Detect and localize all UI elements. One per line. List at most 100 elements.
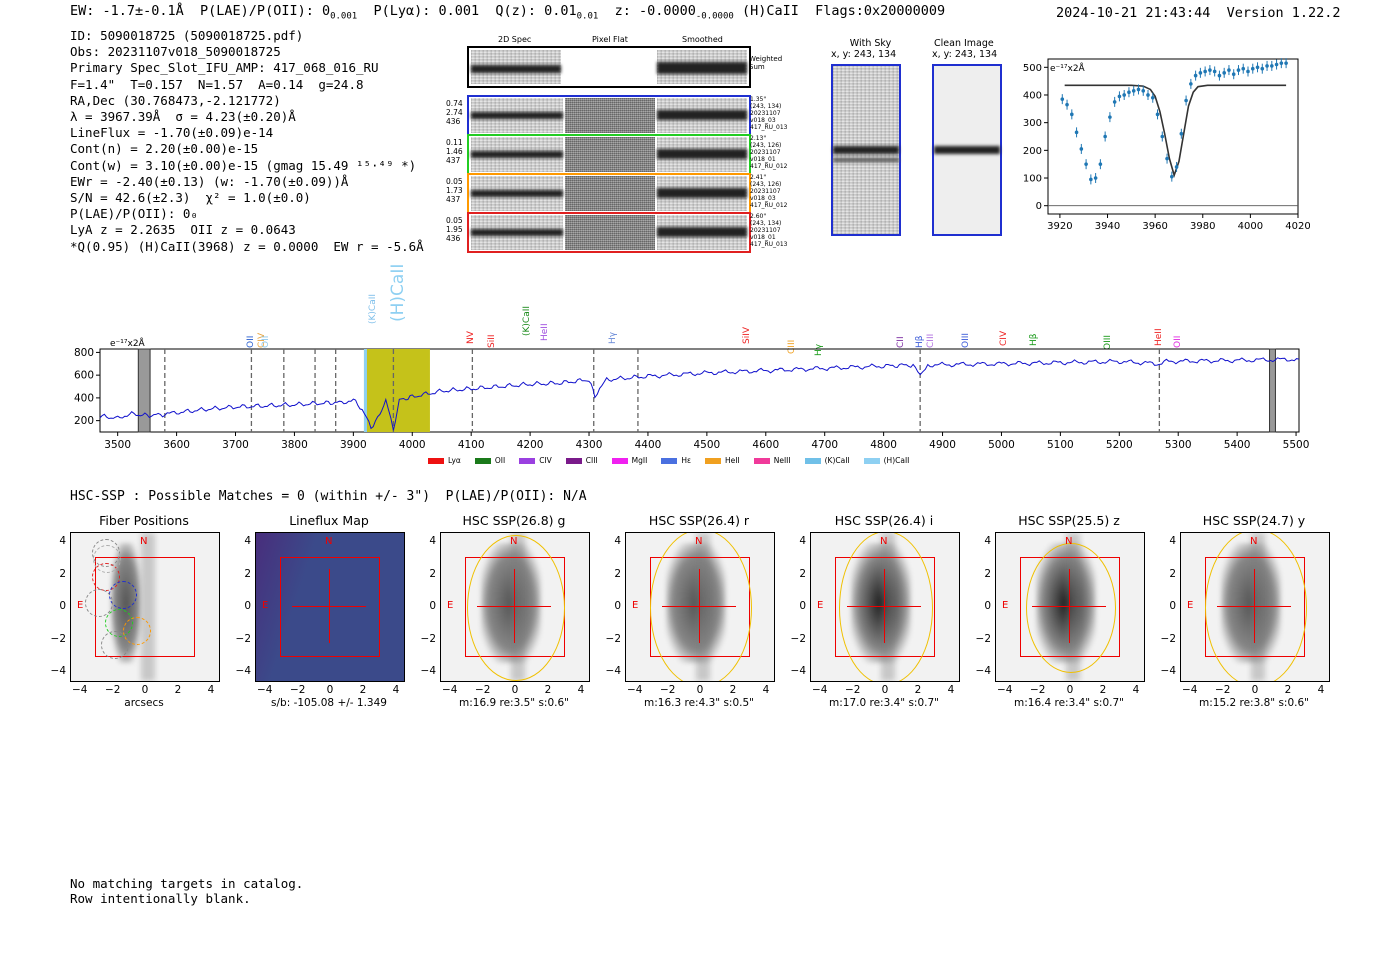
hsc-x-tick: −4 (1182, 684, 1198, 696)
weighted-2d-spec (471, 50, 561, 84)
hsc-y-tick: 4 (429, 535, 436, 547)
cutout-left-stats: 0.05 1.73 437 (446, 177, 463, 204)
clean-image-coords: x, y: 243, 134 (932, 49, 998, 60)
legend-swatch (804, 458, 821, 464)
hsc-panel-xlabel: m:16.4 re:3.4" s:0.7" (1014, 697, 1124, 709)
legend-item: NeIII (753, 456, 791, 465)
info-sn: S/N = 42.6(±2.3) χ² = 1.0(±0.0) (70, 190, 311, 206)
legend-swatch (863, 458, 880, 464)
east-label: E (632, 600, 639, 611)
cutout-stat: 2.74 (446, 108, 463, 117)
hsc-y-tick: 4 (244, 535, 251, 547)
hsc-y-tick: −4 (235, 665, 251, 677)
hsc-x-tick: 4 (1132, 684, 1140, 696)
legend-label: OII (494, 456, 506, 465)
hsc-y-tick: 0 (1169, 600, 1176, 612)
hsc-x-tick: −4 (997, 684, 1013, 696)
hsc-y-tick: 2 (59, 567, 66, 580)
hsc-x-tick: 4 (1317, 684, 1325, 696)
hsc-x-tick: −4 (257, 684, 273, 696)
legend-item: CIII (565, 456, 598, 465)
east-label: E (447, 600, 454, 611)
hsc-panel-image (995, 532, 1145, 682)
hsc-summary: HSC-SSP : Possible Matches = 0 (within +… (70, 489, 587, 504)
footer-row-blank: Row intentionally blank. (70, 891, 251, 906)
header-timestamp-version: 2024-10-21 21:43:44 Version 1.22.2 (1056, 5, 1341, 21)
hsc-y-tick: −4 (1160, 665, 1176, 677)
hsc-y-tick: 0 (614, 600, 621, 612)
zoom-data-point (1270, 60, 1274, 71)
zoom-data-point (1179, 128, 1184, 139)
zoom-data-point (1065, 99, 1069, 110)
info-fiber-params: F=1.4" T=0.157 N=1.57 A=0.14 g=24.8 (70, 76, 364, 92)
zoom-x-tick: 4000 (1238, 221, 1263, 232)
north-label: N (325, 536, 333, 547)
hsc-y-tick: 2 (429, 567, 436, 580)
hsc-panel-xlabel: m:16.3 re:4.3" s:0.5" (644, 697, 754, 709)
line-label: (H)CaII (388, 263, 409, 322)
cutout-meta: 2.60" (750, 213, 767, 220)
cutout-stat: 1.46 (446, 147, 463, 156)
hsc-panel-image (625, 532, 775, 682)
hsc-x-tick: 4 (577, 684, 585, 696)
spectrum-x-tick: 3600 (163, 439, 190, 451)
spectrum-x-tick: 5200 (1106, 439, 1133, 451)
cutout-left-stats: 0.05 1.95 436 (446, 216, 463, 243)
hsc-y-tick: 0 (244, 600, 251, 612)
cutout-meta: 417_RU_012 (750, 163, 788, 170)
legend-item: (H)CaII (863, 456, 909, 465)
zoom-data-point (1241, 63, 1246, 74)
north-label: N (880, 536, 888, 547)
spectrum-y-tick: 600 (74, 370, 94, 382)
hsc-panel-title: HSC SSP(26.4) r (648, 513, 750, 528)
hsc-y-tick: 2 (799, 567, 806, 580)
footer: No matching targets in catalog. Row inte… (70, 876, 303, 906)
zoom-data-point (1284, 58, 1288, 69)
hsc-x-tick: 0 (326, 684, 334, 696)
east-label: E (1187, 600, 1194, 611)
hsc-panel-xlabel: m:17.0 re:3.4" s:0.7" (829, 697, 939, 709)
hsc-panel-image (810, 532, 960, 682)
cutout-stat: 0.74 (446, 99, 463, 108)
hsc-y-tick: 4 (1169, 535, 1176, 547)
spectrum-x-tick: 3500 (104, 439, 131, 451)
hsc-x-tick: −2 (845, 684, 861, 696)
hsc-x-tick: 4 (207, 684, 215, 696)
zoom-data-point (1098, 159, 1103, 170)
zoom-x-tick: 3980 (1190, 221, 1215, 232)
cutout-meta: 417_RU_012 (750, 202, 788, 209)
cutout-pixel-flat (565, 176, 655, 211)
hsc-x-tick: −2 (290, 684, 306, 696)
hsc-y-tick: 0 (984, 600, 991, 612)
spectrum-y-tick: 800 (74, 347, 94, 359)
cutout-2d-spec (471, 176, 563, 211)
header-summary: EW: -1.7±-0.1Å P(LAE)/P(OII): 00.001 P(L… (70, 3, 946, 22)
zoom-data-point (1155, 109, 1160, 120)
spectrum-x-tick: 4600 (752, 439, 779, 451)
legend-label: NeIII (773, 456, 791, 465)
zoom-data-point (1189, 78, 1193, 89)
spectrum-x-tick: 4200 (517, 439, 544, 451)
col-title-pixel-flat: Pixel Flat (592, 35, 628, 44)
hsc-x-tick: 2 (1099, 684, 1107, 696)
hsc-y-tick: −2 (1160, 632, 1176, 645)
cutout-pixel-flat (565, 137, 655, 172)
hsc-x-tick: −2 (105, 684, 121, 696)
cutout-left-stats: 0.74 2.74 436 (446, 99, 463, 126)
spectrum-y-tick: 400 (74, 392, 94, 404)
hsc-x-tick: 0 (141, 684, 149, 696)
hsc-x-tick: 4 (392, 684, 400, 696)
zoom-data-point (1127, 87, 1131, 98)
cutout-right-meta: 2.41" (243, 126) 20231107 v018_03 417_RU_012 (750, 174, 787, 209)
hsc-panel-title: HSC SSP(26.4) i (834, 513, 934, 528)
hsc-y-tick: 4 (984, 535, 991, 547)
zoom-data-point (1160, 131, 1165, 142)
cutout-stat: 436 (446, 234, 461, 243)
hsc-x-tick: −2 (1215, 684, 1231, 696)
hsc-y-tick: 2 (614, 567, 621, 580)
spectrum-x-tick: 4900 (929, 439, 956, 451)
masked-region (1269, 348, 1276, 433)
hsc-y-tick: 0 (799, 600, 806, 612)
hsc-panel-title: HSC SSP(25.5) z (1018, 513, 1120, 528)
hsc-panel-xlabel: m:15.2 re:3.8" s:0.6" (1199, 697, 1309, 709)
